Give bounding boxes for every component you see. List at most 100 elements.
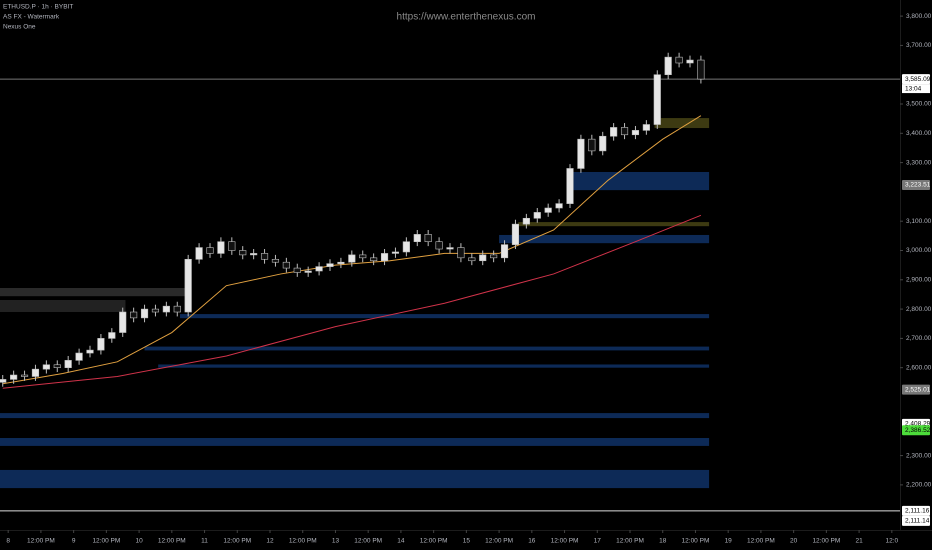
- candle-body: [108, 332, 116, 339]
- candle-body: [631, 130, 640, 136]
- watermark: https://www.enterthenexus.com: [397, 12, 536, 23]
- candle-body: [446, 247, 454, 250]
- candle-body: [588, 138, 596, 152]
- candle-body: [697, 59, 705, 80]
- y-tick-label: 2,900.00: [906, 277, 932, 284]
- price-tag-label: 2,111.16: [905, 508, 930, 515]
- zone: [0, 438, 710, 446]
- candle-body: [75, 352, 83, 361]
- candle-body: [500, 244, 509, 259]
- x-tick-label: 12:00 PM: [223, 538, 251, 545]
- x-tick-label: 9: [72, 538, 76, 545]
- candle-body: [566, 168, 574, 204]
- zone: [654, 118, 710, 129]
- moving-average: [2, 115, 702, 385]
- candle-body: [260, 253, 269, 260]
- x-tick-label: 12:00 PM: [289, 538, 317, 545]
- price-tag-label: 2,111.14: [905, 518, 930, 525]
- candle-body: [380, 253, 389, 262]
- candle-body: [413, 234, 421, 243]
- candle-body: [490, 254, 498, 259]
- price-tag: [902, 505, 930, 516]
- y-tick-label: 2,700.00: [906, 335, 932, 342]
- candle-body: [479, 254, 487, 262]
- candle-body: [217, 241, 225, 254]
- candle-body: [0, 379, 7, 383]
- x-tick-label: 20: [790, 538, 798, 545]
- x-tick-label: 15: [463, 538, 471, 545]
- price-tag-label: 3,585.09: [905, 76, 931, 83]
- candle-body: [424, 234, 432, 243]
- candle-body: [326, 263, 334, 267]
- x-tick-label: 12:00 PM: [354, 538, 382, 545]
- x-tick-label: 14: [397, 538, 405, 545]
- price-tag-label: 2,525.01: [905, 386, 931, 393]
- y-tick-label: 3,800.00: [906, 13, 932, 20]
- candle-body: [228, 241, 236, 251]
- symbol: ETHUSD.P · 1h · BYBIT: [3, 4, 73, 11]
- candle-body: [282, 261, 290, 269]
- candle-body: [64, 360, 72, 368]
- candle-body: [140, 308, 149, 319]
- candle-body: [544, 207, 552, 213]
- candle-body: [315, 266, 323, 272]
- candle-body: [271, 258, 280, 263]
- candle-body: [522, 217, 530, 225]
- x-tick-label: 12:00 PM: [27, 538, 55, 545]
- x-tick-label: 12:00 PM: [551, 538, 579, 545]
- candle-body: [20, 374, 29, 377]
- countdown-box: [902, 84, 930, 94]
- candle-body: [391, 251, 400, 254]
- candle-body: [42, 364, 50, 370]
- moving-average: [2, 214, 702, 389]
- candle-body: [195, 247, 203, 260]
- x-tick-label: 12:00 PM: [812, 538, 840, 545]
- candle-body: [577, 138, 585, 169]
- price-tag-label: 2,386.52: [905, 427, 931, 434]
- indicator: Nexus One: [3, 24, 36, 31]
- candle-body: [151, 308, 160, 313]
- zone: [180, 314, 710, 319]
- y-tick-label: 3,100.00: [906, 218, 932, 225]
- price-tag: [902, 425, 930, 436]
- candle-body: [435, 241, 443, 250]
- candle-body: [31, 368, 40, 377]
- zone: [0, 413, 710, 419]
- price-tag-label: 3,223.51: [905, 182, 931, 189]
- x-tick-label: 8: [6, 538, 10, 545]
- y-tick-label: 2,300.00: [906, 452, 932, 459]
- y-tick-label: 3,300.00: [906, 159, 932, 166]
- x-tick-label: 12:0: [885, 538, 898, 545]
- y-tick-label: 3,700.00: [906, 42, 932, 49]
- y-tick-label: 2,800.00: [906, 306, 932, 313]
- candle-body: [162, 305, 170, 313]
- x-tick-label: 12:00 PM: [420, 538, 448, 545]
- zone: [499, 234, 710, 244]
- x-tick-label: 10: [135, 538, 143, 545]
- candle-body: [97, 338, 105, 351]
- candle-body: [686, 59, 694, 64]
- candle-body: [599, 135, 607, 152]
- x-tick-label: 18: [659, 538, 667, 545]
- candle-body: [664, 56, 672, 76]
- zone: [0, 469, 710, 489]
- candle-body: [86, 349, 94, 354]
- candle-body: [620, 127, 629, 136]
- candle-body: [250, 253, 258, 256]
- x-tick-label: 12:00 PM: [616, 538, 644, 545]
- candle-body: [359, 254, 367, 259]
- price-tag-label: 2,408.29: [905, 421, 931, 428]
- price-tag: [902, 384, 930, 395]
- candle-body: [206, 247, 214, 254]
- zone: [144, 346, 710, 351]
- x-tick-label: 13: [332, 538, 340, 545]
- candle-body: [239, 250, 247, 256]
- x-tick-label: 12:00 PM: [682, 538, 710, 545]
- zone: [570, 171, 710, 191]
- y-tick-label: 3,500.00: [906, 101, 932, 108]
- zone: [0, 300, 126, 313]
- candle-body: [533, 212, 541, 219]
- x-tick-label: 12:00 PM: [158, 538, 186, 545]
